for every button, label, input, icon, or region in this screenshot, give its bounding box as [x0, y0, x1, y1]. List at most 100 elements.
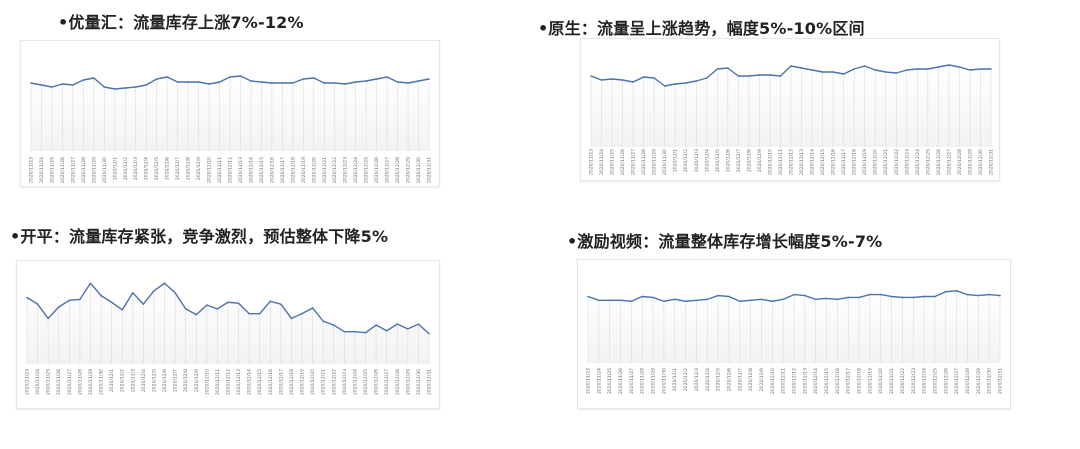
data-point: [695, 299, 698, 302]
x-tick-label: 2020/12/19: [301, 157, 307, 183]
data-point: [407, 82, 409, 84]
data-point: [354, 330, 356, 333]
data-point: [782, 298, 784, 301]
x-tick-label: 2020/11/28: [641, 149, 647, 175]
x-tick-label: 2020/12/22: [900, 368, 906, 394]
x-tick-label: 2020/12/21: [889, 368, 895, 394]
data-point: [271, 82, 273, 84]
data-point: [333, 82, 336, 84]
data-point: [673, 298, 676, 301]
x-tick-label: 2020/12/27: [946, 149, 952, 175]
x-tick-label: 2020/12/9: [194, 369, 200, 392]
chart-title: •激励视频：流量整体库存增长幅度5%-7%: [567, 232, 883, 251]
line-chart-svg: 2020/11/23 2020/11/24 2020/11/25 2020/11/26…: [586, 290, 1004, 394]
chart-title: •开平：流量库存紧张，竞争激烈，预估整体下降5%: [10, 227, 389, 246]
data-point: [977, 294, 980, 297]
x-tick-label: 2020/12/22: [331, 369, 337, 395]
data-point: [800, 67, 803, 69]
x-tick-label: 2020/12/26: [374, 157, 380, 183]
x-tick-label: 2020/12/31: [998, 368, 1004, 394]
x-tick-label: 2020/12/26: [936, 149, 942, 175]
x-tick-label: 2020/11/25: [46, 369, 52, 395]
data-point: [311, 307, 314, 309]
data-point: [396, 323, 399, 325]
x-tick-label: 2020/11/30: [661, 368, 667, 394]
x-tick-label: 2020/11/23: [29, 157, 35, 183]
data-point: [842, 73, 845, 75]
data-point: [587, 295, 589, 298]
x-tick-label: 2020/12/16: [268, 369, 274, 395]
x-tick-label: 2020/12/11: [778, 149, 784, 175]
data-point: [979, 68, 982, 70]
data-point: [292, 82, 294, 84]
data-point: [218, 81, 221, 83]
data-point: [884, 71, 887, 73]
data-point: [853, 68, 855, 70]
x-tick-label: 2020/12/22: [894, 149, 900, 175]
x-tick-label: 2020/12/27: [954, 368, 960, 394]
data-point: [706, 298, 709, 301]
x-tick-label: 2020/12/10: [207, 157, 213, 183]
data-point: [93, 77, 95, 79]
x-tick-label: 2020/12/18: [290, 157, 296, 183]
x-tick-label: 2020/12/6: [726, 368, 732, 391]
x-tick-label: 2020/12/29: [406, 157, 412, 183]
x-tick-label: 2020/12/2: [120, 369, 126, 392]
data-point: [749, 299, 752, 302]
data-point: [705, 77, 708, 79]
data-point: [280, 303, 282, 305]
data-point: [301, 312, 303, 315]
data-point: [187, 81, 189, 83]
data-point: [969, 69, 971, 71]
x-tick-label: 2020/12/17: [278, 369, 284, 395]
data-point: [727, 67, 729, 69]
chart-area: 2020/11/23 2020/11/24 2020/11/25 2020/11/26…: [580, 38, 1000, 181]
chart-title: •原生：流量呈上涨趋势，幅度5%-10%区间: [538, 19, 865, 38]
x-tick-label: 2020/12/13: [799, 149, 805, 175]
data-point: [716, 68, 719, 70]
data-point: [737, 75, 740, 77]
x-tick-label: 2020/12/29: [976, 368, 982, 394]
x-tick-label: 2020/12/24: [915, 149, 921, 175]
x-tick-label: 2020/12/4: [144, 157, 150, 180]
x-tick-label: 2020/11/26: [60, 157, 66, 183]
x-tick-label: 2020/12/17: [841, 149, 847, 175]
x-tick-label: 2020/12/18: [289, 369, 295, 395]
data-point: [131, 291, 134, 294]
x-tick-label: 2020/12/17: [280, 157, 286, 183]
data-point: [793, 293, 795, 296]
data-point: [166, 76, 168, 78]
data-point: [832, 71, 834, 73]
x-tick-label: 2020/12/15: [259, 157, 265, 183]
data-point: [197, 81, 200, 83]
data-point: [663, 85, 666, 87]
data-point: [717, 294, 719, 297]
x-tick-label: 2020/12/8: [748, 368, 754, 391]
data-point: [229, 76, 231, 78]
data-point: [343, 330, 346, 333]
data-point: [966, 293, 969, 296]
x-tick-label: 2020/11/26: [56, 369, 62, 395]
x-tick-label: 2020/11/29: [651, 368, 657, 394]
data-point: [260, 81, 263, 83]
x-tick-label: 2020/12/14: [810, 149, 816, 175]
x-tick-label: 2020/12/10: [770, 368, 776, 394]
x-tick-label: 2020/11/27: [67, 369, 73, 395]
data-point: [990, 68, 992, 70]
line-chart-svg: 2020/11/23 2020/11/24 2020/11/25 2020/11/26…: [25, 282, 433, 395]
x-tick-label: 2020/12/1: [672, 368, 678, 391]
x-tick-label: 2020/12/31: [989, 149, 995, 175]
data-point: [999, 294, 1001, 297]
data-point: [396, 81, 399, 83]
data-point: [825, 297, 828, 300]
x-tick-label: 2020/12/13: [238, 157, 244, 183]
x-tick-label: 2020/12/19: [867, 368, 873, 394]
x-tick-label: 2020/12/28: [395, 157, 401, 183]
x-tick-label: 2020/12/8: [746, 149, 752, 172]
data-point: [869, 293, 871, 296]
x-tick-label: 2020/12/15: [257, 369, 263, 395]
x-tick-label: 2020/11/24: [39, 157, 45, 183]
data-point: [332, 324, 335, 326]
x-tick-label: 2020/11/30: [662, 149, 668, 175]
x-tick-label: 2020/12/17: [846, 368, 852, 394]
